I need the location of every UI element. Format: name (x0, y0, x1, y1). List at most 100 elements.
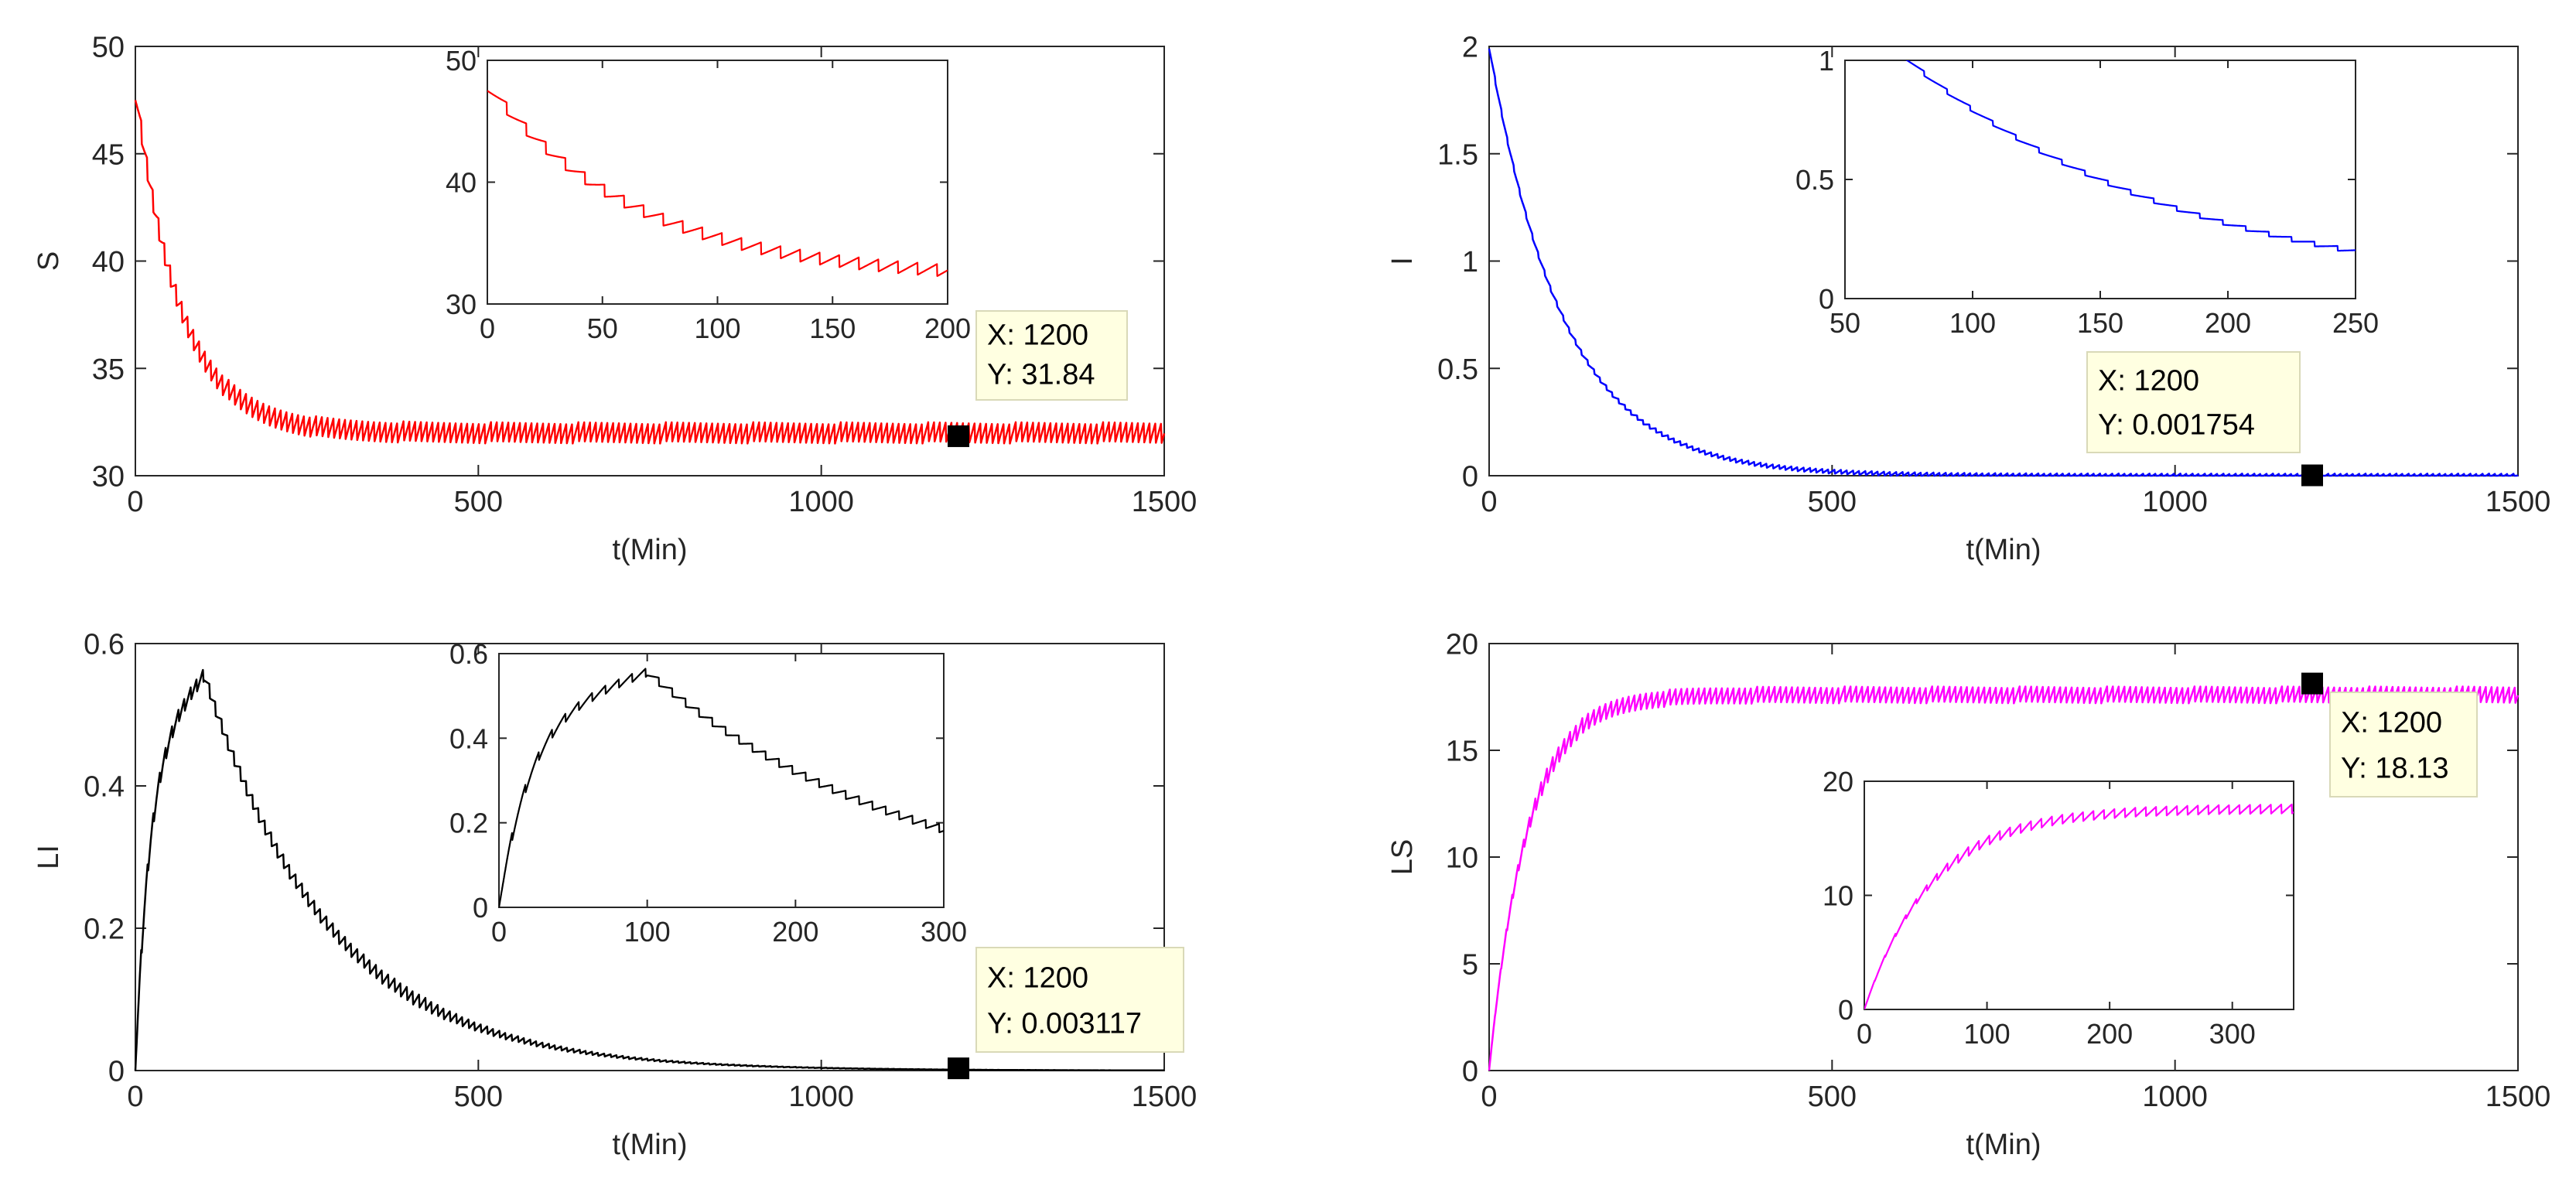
panel-ls-datatip-y: Y: 18.13 (2341, 753, 2448, 785)
panel-ls-inset-ytick-label: 0 (1838, 994, 1853, 1026)
panel-ls-xtick-label: 500 (1808, 1081, 1857, 1113)
panel-ls-inset-curve-group (1864, 803, 2294, 1009)
panel-li-inset-plot-frame (498, 653, 945, 908)
panel-ls-inset-ytick-label: 10 (1823, 879, 1853, 911)
panel-i-ytick-label: 1.5 (1437, 138, 1478, 171)
panel-li-ytick-label: 0 (108, 1056, 125, 1088)
panel-li-ytick-label: 0.2 (84, 914, 125, 946)
panel-s-inset-ytick-label: 40 (446, 166, 477, 198)
panel-li-datatip: X: 1200 Y: 0.003117 (975, 947, 1184, 1053)
panel-i-inset-curve-group (1905, 60, 2356, 252)
panel-i-datatip: X: 1200 Y: 0.001754 (2086, 351, 2301, 453)
panel-s-ytick-label: 45 (92, 138, 125, 171)
panel-li-inset-axes: 0 100 200 300 0 0.2 0.4 0.6 (449, 638, 967, 948)
panel-i-xtick-label: 1000 (2142, 486, 2208, 518)
panel-s-ylabel: S (32, 251, 65, 271)
panel-i-ytick-label: 0.5 (1437, 354, 1478, 386)
panel-i-inset-xtick-label: 200 (2205, 307, 2251, 339)
panel-s-xlabel: t(Min) (612, 534, 687, 566)
panel-i-xtick-label: 1500 (2485, 486, 2551, 518)
panel-li-ytick-label: 0.6 (84, 629, 125, 661)
panel-i-series-line (1488, 48, 2519, 477)
panel-s-inset-xtick-label: 50 (587, 313, 618, 344)
panel-ls-inset-ytick-label: 20 (1823, 766, 1853, 798)
panel-ls-inset-xtick-label: 0 (1857, 1018, 1872, 1050)
panel-li-inset-ytick-label: 0.2 (449, 808, 488, 839)
panel-s-inset-xtick-label: 200 (924, 313, 971, 344)
panel-li-inset-series-line (499, 668, 944, 907)
panel-s-xtick-label: 1500 (1132, 486, 1197, 518)
panel-ls-inset-xtick-label: 200 (2086, 1018, 2133, 1050)
panel-ls-datatip-x: X: 1200 (2341, 706, 2442, 739)
panel-ls-datatip: X: 1200 Y: 18.13 (2329, 692, 2478, 798)
panel-li-inset-xtick-label: 0 (491, 916, 507, 948)
panel-ls-xtick-label: 0 (1481, 1081, 1497, 1113)
panel-s-ytick-label: 50 (92, 32, 125, 64)
panel-ls-ytick-label: 10 (1446, 842, 1478, 875)
panel-li-datatip-x: X: 1200 (987, 961, 1088, 994)
panel-li-ylabel: LI (32, 845, 65, 869)
panel-s-datatip-box (975, 310, 1128, 401)
panel-i-inset-axes: 50 100 150 200 250 0 0.5 1 (1795, 45, 2379, 339)
panel-ls-datatip-marker (2301, 672, 2323, 695)
panel-li-inset-xtick-label: 300 (921, 916, 967, 948)
panel-s-ytick-label: 40 (92, 246, 125, 278)
panel-s-inset-series-line (487, 90, 948, 277)
panel-s-xtick-label: 0 (127, 486, 143, 518)
panel-i-inset-xtick-label: 150 (2077, 307, 2123, 339)
panel-s-inset-xtick-label: 0 (480, 313, 495, 344)
panel-ls-xtick-label: 1000 (2142, 1081, 2208, 1113)
panel-s-inset-xtick-label: 100 (694, 313, 740, 344)
panel-li-inset-ytick-label: 0.4 (449, 722, 488, 754)
panel-s-inset-xtick-label: 150 (809, 313, 856, 344)
panel-i-ylabel: I (1386, 257, 1419, 265)
panel-li-inset-curve-group (499, 668, 944, 907)
panel-ls-ytick-label: 0 (1462, 1056, 1478, 1088)
panel-i-xlabel: t(Min) (1966, 534, 2041, 566)
panel-s-inset-curve-group (487, 90, 948, 277)
panel-li-ytick-label: 0.4 (84, 771, 125, 804)
panel-li-xlabel: t(Min) (612, 1129, 687, 1161)
panel-ls-datatip-box (2329, 692, 2478, 798)
panel-s-inset-ytick-label: 30 (446, 289, 477, 320)
panel-s-datatip-x: X: 1200 (987, 319, 1088, 352)
panel-i-inset-ytick-label: 1 (1819, 45, 1834, 77)
panel-ls-ytick-label: 20 (1446, 629, 1478, 661)
panel-i-inset-ytick-label: 0.5 (1795, 164, 1834, 196)
panel-li-series-line (134, 668, 1165, 1072)
panel-li-xtick-label: 0 (127, 1081, 143, 1113)
panel-li-xtick-label: 500 (454, 1081, 503, 1113)
panel-s-datatip-marker (948, 425, 969, 447)
panel-ls-xtick-label: 1500 (2485, 1081, 2551, 1113)
panel-i-ytick-label: 2 (1462, 32, 1478, 64)
panel-i-inset-ytick-label: 0 (1819, 283, 1834, 315)
panel-li-inset-ytick-label: 0.6 (449, 638, 488, 670)
panel-s-ytick-label: 30 (92, 461, 125, 494)
panel-i-ytick-label: 1 (1462, 246, 1478, 278)
panel-li-inset-ytick-label: 0 (473, 892, 488, 924)
panel-i-datatip-x: X: 1200 (2098, 364, 2199, 397)
panel-i-xtick-label: 0 (1481, 486, 1497, 518)
panel-ls-ytick-label: 15 (1446, 736, 1478, 768)
panel-s-ytick-label: 35 (92, 354, 125, 386)
panel-s-xtick-label: 1000 (788, 486, 854, 518)
panel-s-series-line (134, 100, 1166, 445)
panel-s-datatip-y: Y: 31.84 (987, 358, 1095, 391)
panel-li-xtick-label: 1000 (788, 1081, 854, 1113)
panel-li-datatip-box (975, 947, 1184, 1053)
panel-li-xtick-label: 1500 (1132, 1081, 1197, 1113)
panel-ls-inset-series-line (1864, 803, 2294, 1009)
panel-ls-inset-xtick-label: 300 (2209, 1018, 2256, 1050)
panel-li-inset-xtick-label: 100 (624, 916, 671, 948)
panel-i-inset-xtick-label: 100 (1949, 307, 1996, 339)
panel-s-datatip: X: 1200 Y: 31.84 (975, 310, 1128, 401)
panel-i-xtick-label: 500 (1808, 486, 1857, 518)
panel-ls-inset-axes: 0 100 200 300 0 10 20 (1823, 766, 2294, 1050)
panel-ls-inset-xtick-label: 100 (1964, 1018, 2011, 1050)
panel-ls-ytick-label: 5 (1462, 949, 1478, 982)
panel-s-inset-ytick-label: 50 (446, 45, 477, 77)
panel-s-xtick-label: 500 (454, 486, 503, 518)
panel-ls-ylabel: LS (1386, 839, 1419, 875)
